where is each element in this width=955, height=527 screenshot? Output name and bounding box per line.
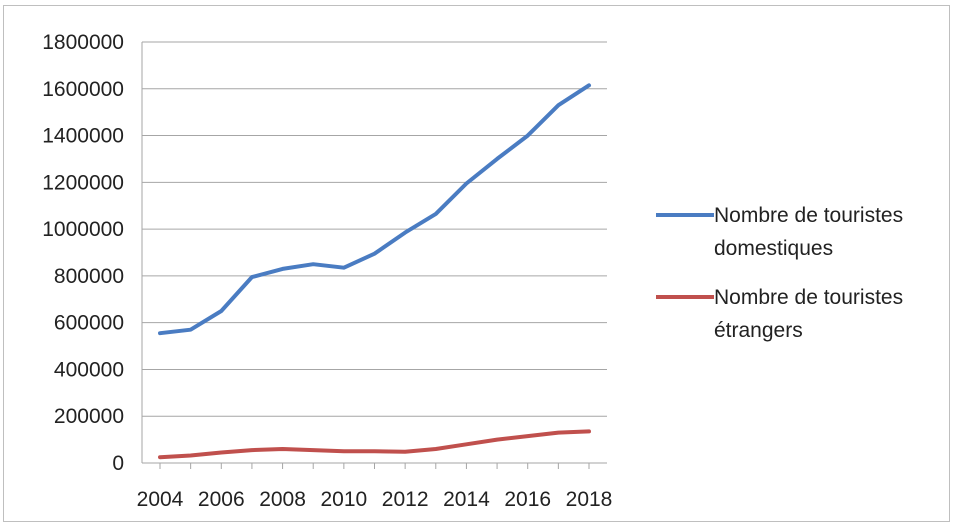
series-lines — [158, 83, 591, 460]
legend-label: domestiques — [714, 237, 833, 260]
y-tick-labels: 0 200000 400000 600000 800000 1000000 1200000 1… — [42, 31, 124, 475]
series-line-1 — [158, 429, 591, 460]
y-tick-label: 200000 — [54, 405, 124, 428]
x-tick-label: 2008 — [259, 488, 306, 511]
x-tick-label: 2014 — [443, 488, 490, 511]
x-tick-label: 2012 — [382, 488, 429, 511]
y-tick-label: 1600000 — [42, 78, 124, 101]
x-tick-label: 2006 — [198, 488, 245, 511]
axes — [141, 42, 607, 469]
x-tick-label: 2010 — [320, 488, 367, 511]
legend-label: Nombre de touristes — [714, 204, 903, 227]
legend-label: étrangers — [714, 319, 803, 342]
series-line-0 — [158, 83, 591, 336]
y-tick-label: 1400000 — [42, 125, 124, 148]
x-tick-label: 2004 — [137, 488, 184, 511]
x-tick-label: 2016 — [504, 488, 551, 511]
legend: Nombre de touristes domestiques Nombre de … — [656, 204, 903, 342]
y-tick-label: 1200000 — [42, 171, 124, 194]
x-tick-label: 2018 — [566, 488, 613, 511]
y-tick-label: 800000 — [54, 265, 124, 288]
x-tick-labels: 2004 2006 2008 2010 2012 2014 2016 2018 — [137, 488, 613, 511]
y-tick-label: 1800000 — [42, 31, 124, 54]
y-tick-label: 1000000 — [42, 218, 124, 241]
legend-label: Nombre de touristes — [714, 286, 903, 309]
y-tick-label: 400000 — [54, 358, 124, 381]
chart-frame — [3, 5, 950, 522]
y-tick-label: 0 — [112, 452, 124, 475]
y-tick-label: 600000 — [54, 312, 124, 335]
